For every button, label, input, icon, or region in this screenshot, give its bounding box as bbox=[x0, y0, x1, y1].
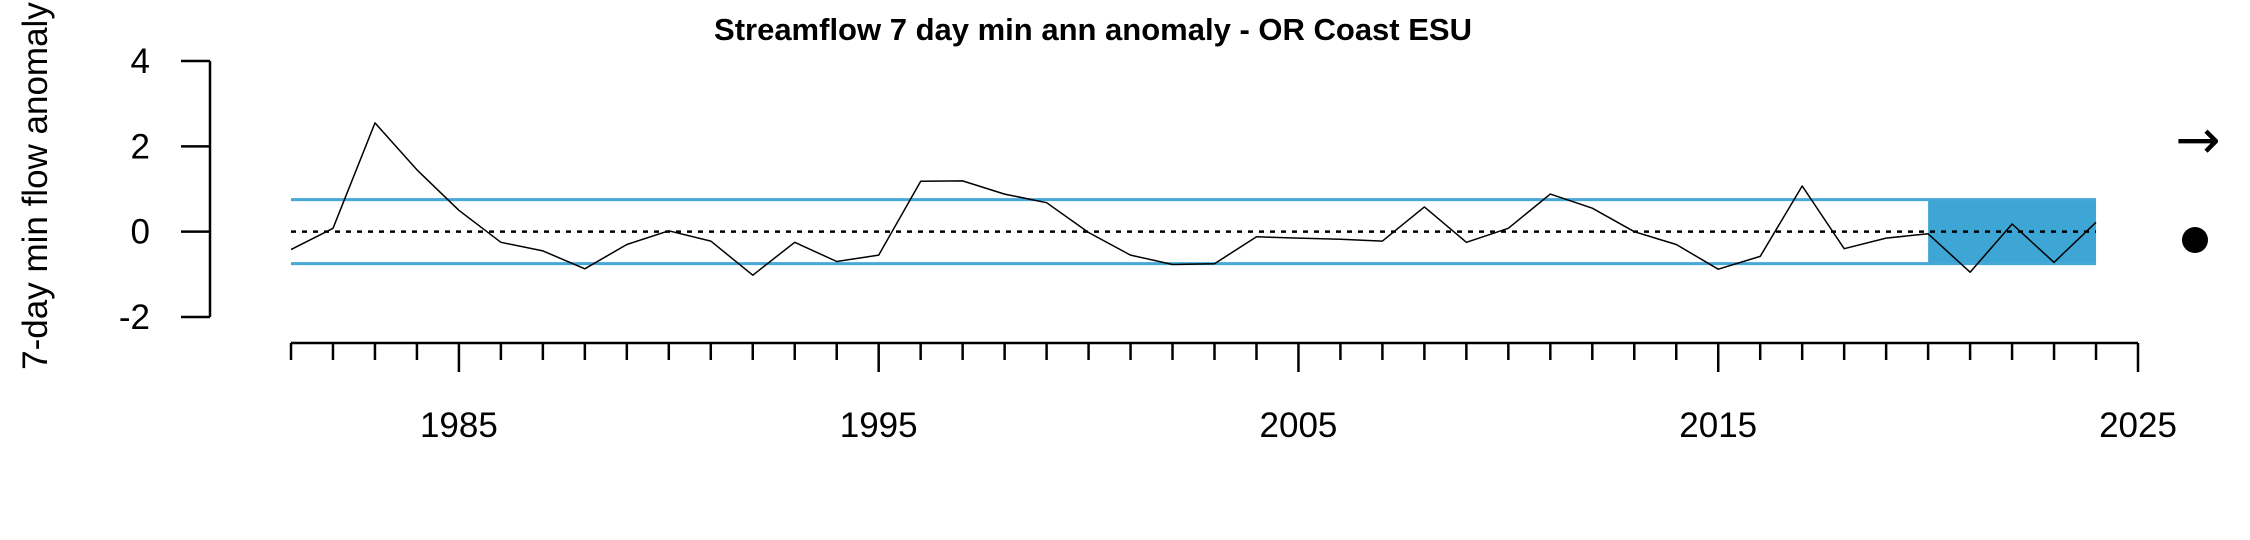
x-tick-label: 1985 bbox=[420, 406, 498, 445]
x-tick-label: 2025 bbox=[2099, 406, 2177, 445]
y-tick-label: 2 bbox=[131, 127, 150, 166]
trend-arrow-icon: → bbox=[2175, 108, 2220, 171]
y-tick-label: 4 bbox=[131, 42, 150, 81]
series-line-0 bbox=[290, 122, 2097, 276]
mean-dot-icon bbox=[2182, 227, 2208, 253]
x-tick-label: 2005 bbox=[1260, 406, 1338, 445]
y-axis-label: 7-day min flow anomaly bbox=[16, 2, 55, 370]
y-tick-label: -2 bbox=[119, 298, 150, 337]
plot-area: -2 0 2 4 1985 1995 2005 2015 2025 → bbox=[119, 42, 2221, 445]
y-tick-label: 0 bbox=[131, 213, 150, 252]
x-tick-label: 1995 bbox=[840, 406, 918, 445]
chart-title: Streamflow 7 day min ann anomaly - OR Co… bbox=[714, 12, 1472, 47]
x-tick-label: 2015 bbox=[1679, 406, 1757, 445]
